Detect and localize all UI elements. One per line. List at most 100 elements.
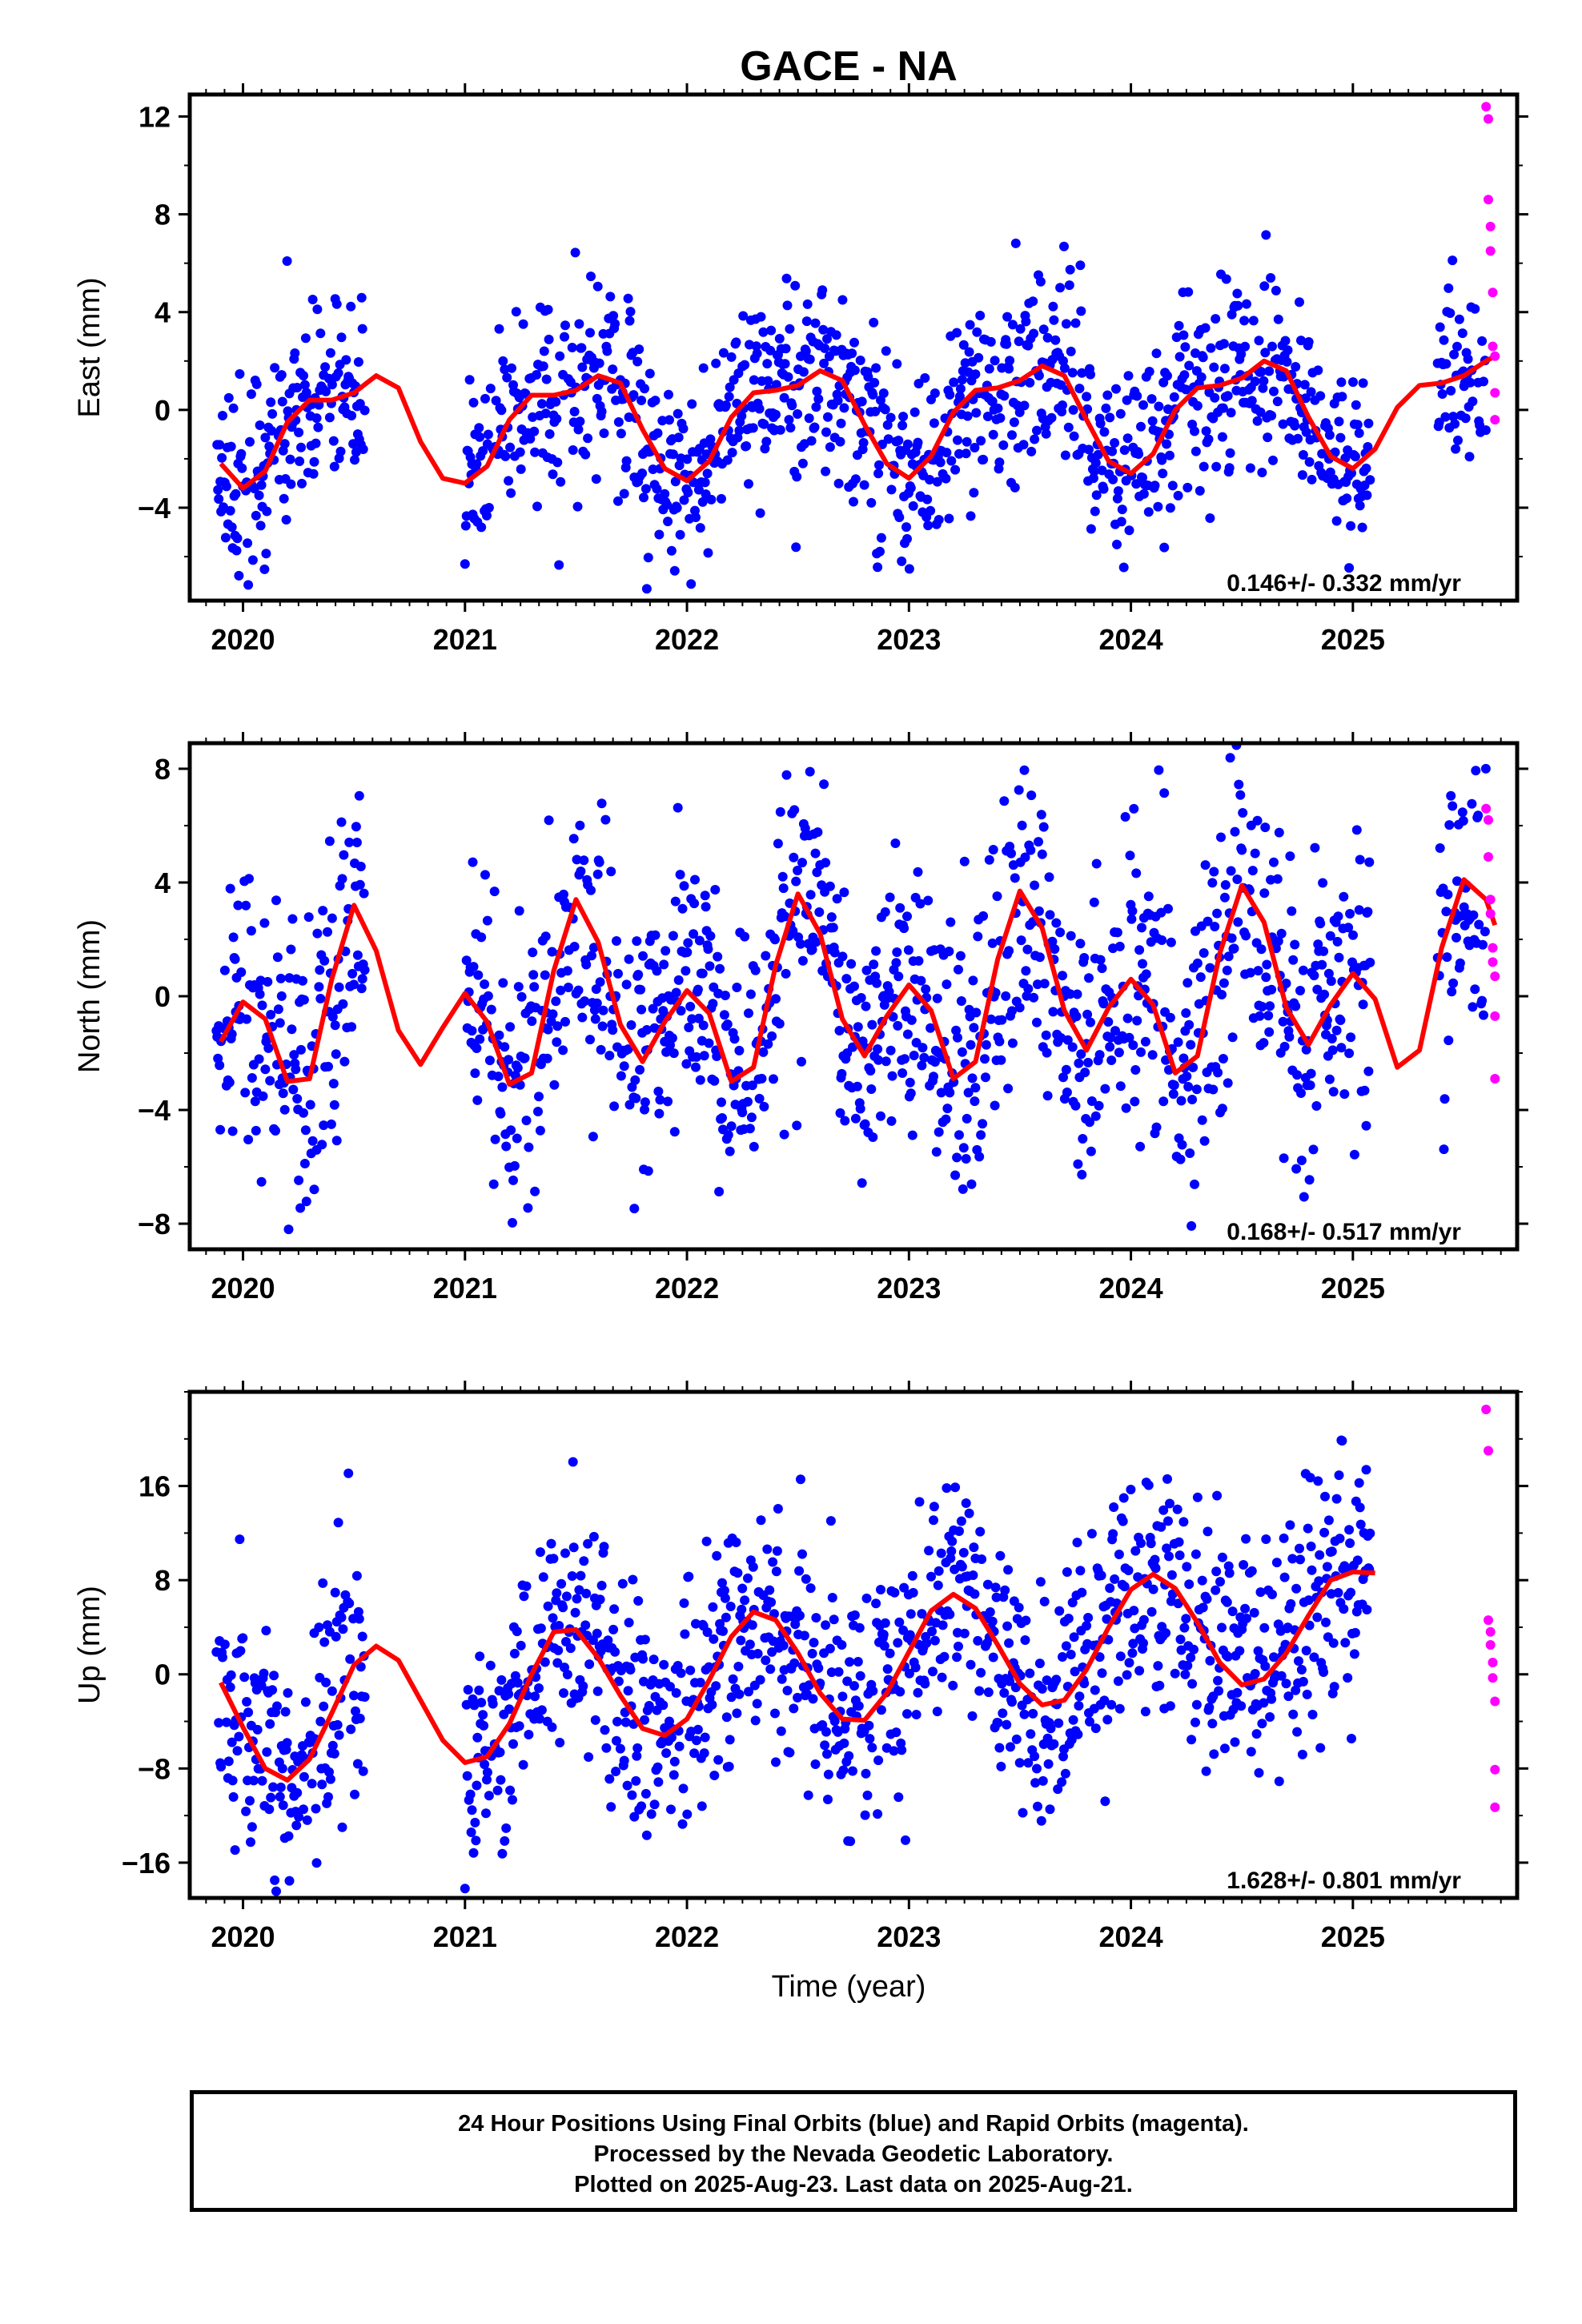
- final-point: [266, 1792, 276, 1803]
- final-point: [572, 1594, 582, 1604]
- final-point: [718, 348, 729, 358]
- final-point: [1450, 419, 1460, 429]
- final-point: [333, 1518, 343, 1528]
- final-point: [1365, 957, 1375, 967]
- final-point: [1037, 1683, 1047, 1694]
- final-point: [1132, 1015, 1142, 1026]
- final-point: [1204, 1703, 1215, 1713]
- final-point: [1229, 943, 1239, 954]
- final-point: [990, 1100, 1000, 1111]
- final-point: [775, 424, 785, 435]
- final-point: [1169, 1080, 1179, 1090]
- final-point: [1265, 1001, 1275, 1011]
- final-point: [1110, 1026, 1120, 1036]
- final-point: [300, 1697, 311, 1707]
- final-point: [1157, 935, 1167, 945]
- final-point: [243, 1707, 254, 1718]
- final-point: [1226, 408, 1236, 418]
- final-point: [1457, 807, 1468, 818]
- final-point: [1066, 1650, 1076, 1659]
- final-point: [759, 1101, 769, 1112]
- final-point: [719, 1010, 729, 1020]
- final-point: [1464, 0, 1473, 5]
- final-point: [710, 885, 721, 895]
- final-point: [225, 883, 235, 894]
- final-point: [1046, 412, 1057, 423]
- final-point: [596, 1044, 606, 1055]
- final-point: [1082, 392, 1092, 402]
- final-point: [832, 894, 842, 904]
- final-point: [673, 1661, 683, 1671]
- final-point: [1447, 987, 1457, 997]
- final-point: [1069, 431, 1079, 441]
- final-point: [1086, 524, 1096, 534]
- final-point: [675, 870, 685, 880]
- final-point: [726, 1692, 737, 1703]
- final-point: [527, 1016, 537, 1027]
- final-point: [1110, 1574, 1120, 1584]
- final-point: [612, 1735, 621, 1746]
- final-point: [288, 1084, 299, 1095]
- rapid-point: [1488, 1673, 1498, 1683]
- final-point: [347, 968, 358, 979]
- final-point: [880, 1618, 890, 1628]
- final-point: [1132, 391, 1142, 401]
- final-point: [344, 1598, 355, 1609]
- final-point: [463, 1685, 473, 1695]
- final-point: [666, 1804, 676, 1815]
- final-point: [661, 1748, 672, 1759]
- final-point: [1273, 936, 1283, 947]
- final-point: [254, 490, 264, 501]
- final-point: [1344, 1048, 1355, 1059]
- final-point: [1219, 978, 1229, 988]
- final-point: [779, 1129, 789, 1140]
- final-point: [609, 1101, 620, 1112]
- final-point: [1271, 285, 1281, 296]
- final-point: [1207, 1719, 1218, 1729]
- final-point: [1235, 1646, 1245, 1656]
- final-point: [1218, 1054, 1228, 1063]
- final-point: [1223, 1078, 1233, 1088]
- final-point: [357, 324, 367, 334]
- final-point: [756, 1515, 766, 1526]
- final-point: [314, 1622, 324, 1633]
- final-point: [544, 815, 554, 826]
- final-point: [920, 1679, 930, 1689]
- final-point: [1159, 788, 1170, 798]
- final-point: [902, 439, 913, 449]
- final-point: [1259, 888, 1270, 899]
- final-point: [1127, 1648, 1138, 1659]
- final-point: [1462, 0, 1472, 5]
- final-point: [1151, 348, 1162, 359]
- final-point: [1004, 1638, 1014, 1648]
- final-point: [1108, 474, 1118, 485]
- final-point: [1016, 935, 1026, 946]
- final-point: [1063, 1614, 1074, 1623]
- final-point: [509, 1648, 520, 1659]
- final-point: [1061, 1064, 1071, 1075]
- final-point: [806, 436, 817, 446]
- final-point: [1072, 1538, 1082, 1548]
- final-point: [294, 1811, 304, 1822]
- final-point: [1073, 1159, 1083, 1169]
- final-point: [228, 932, 239, 943]
- final-point: [817, 285, 828, 296]
- final-point: [235, 1646, 246, 1656]
- final-point: [1068, 404, 1078, 415]
- final-point: [1323, 1515, 1334, 1526]
- final-point: [1150, 1554, 1160, 1565]
- final-point: [723, 1130, 733, 1140]
- final-point: [829, 1614, 839, 1625]
- final-point: [1122, 395, 1132, 405]
- final-point: [714, 1187, 725, 1196]
- final-point: [1007, 1697, 1017, 1707]
- final-point: [1262, 959, 1272, 970]
- final-point: [754, 1093, 765, 1104]
- final-point: [1075, 939, 1086, 949]
- final-point: [1022, 944, 1033, 955]
- final-point: [1162, 1543, 1172, 1554]
- final-point: [1154, 401, 1164, 412]
- final-point: [770, 1708, 780, 1719]
- final-point: [978, 911, 989, 921]
- final-point: [213, 485, 223, 495]
